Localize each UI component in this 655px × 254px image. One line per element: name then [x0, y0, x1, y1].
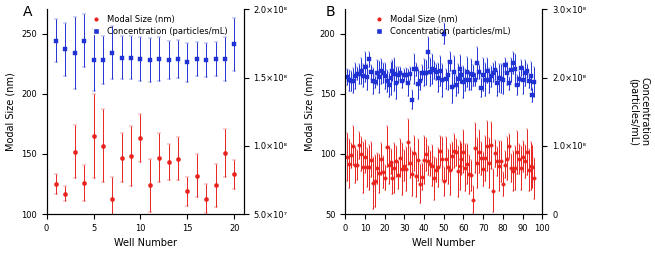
Y-axis label: Modal Size (nm): Modal Size (nm) [304, 72, 314, 151]
X-axis label: Well Number: Well Number [114, 239, 177, 248]
Legend: Modal Size (nm), Concentration (particles/mL): Modal Size (nm), Concentration (particle… [369, 14, 512, 38]
Legend: Modal Size (nm), Concentration (particles/mL): Modal Size (nm), Concentration (particle… [86, 14, 229, 38]
Text: B: B [326, 5, 335, 19]
X-axis label: Well Number: Well Number [412, 239, 476, 248]
Y-axis label: Concentration
(particles/mL): Concentration (particles/mL) [628, 77, 650, 146]
Y-axis label: Modal Size (nm): Modal Size (nm) [5, 72, 16, 151]
Text: A: A [23, 5, 33, 19]
